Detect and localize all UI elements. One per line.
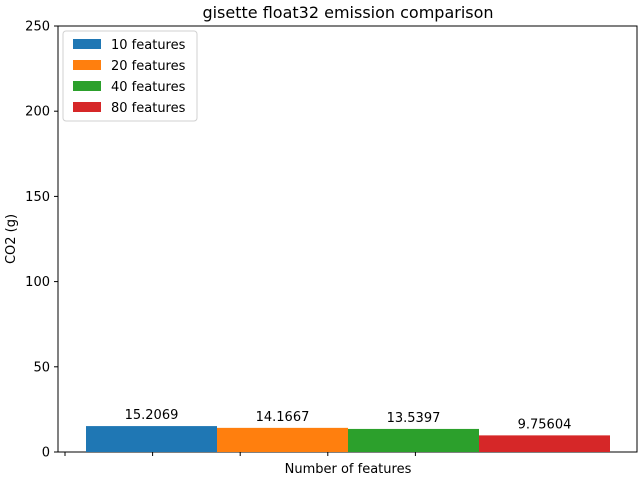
y-tick-label: 200 <box>25 105 50 120</box>
bar <box>217 427 348 452</box>
y-tick-label: 100 <box>25 275 50 290</box>
bar-value-label: 13.5397 <box>387 411 441 426</box>
legend: 10 features 20 features 40 features 80 feat… <box>62 30 198 122</box>
x-axis <box>64 452 416 456</box>
bar <box>479 435 610 452</box>
y-axis-title: CO2 (g) <box>4 214 19 264</box>
bar <box>348 428 479 452</box>
legend-label: 40 features <box>111 80 186 95</box>
legend-label: 10 features <box>111 38 186 53</box>
y-tick-label: 250 <box>25 20 50 35</box>
y-axis: 0 50 100 150 200 250 <box>25 20 58 461</box>
bars-group <box>86 426 610 452</box>
bar-value-label: 15.2069 <box>125 408 179 423</box>
chart-title: gisette float32 emission comparison <box>202 3 493 22</box>
bar-value-label: 9.75604 <box>518 417 572 432</box>
legend-swatch <box>73 39 101 49</box>
bar <box>86 426 217 452</box>
y-tick-label: 50 <box>33 360 50 375</box>
y-tick-label: 150 <box>25 190 50 205</box>
legend-swatch <box>73 60 101 70</box>
bar-labels-group: 15.2069 14.1667 13.5397 9.75604 <box>125 408 572 432</box>
y-tick-label: 0 <box>42 446 50 461</box>
legend-swatch <box>73 102 101 112</box>
bar-value-label: 14.1667 <box>256 410 310 425</box>
x-axis-title: Number of features <box>285 462 412 477</box>
legend-label: 20 features <box>111 59 186 74</box>
legend-label: 80 features <box>111 101 186 116</box>
legend-box <box>62 30 198 122</box>
legend-swatch <box>73 81 101 91</box>
